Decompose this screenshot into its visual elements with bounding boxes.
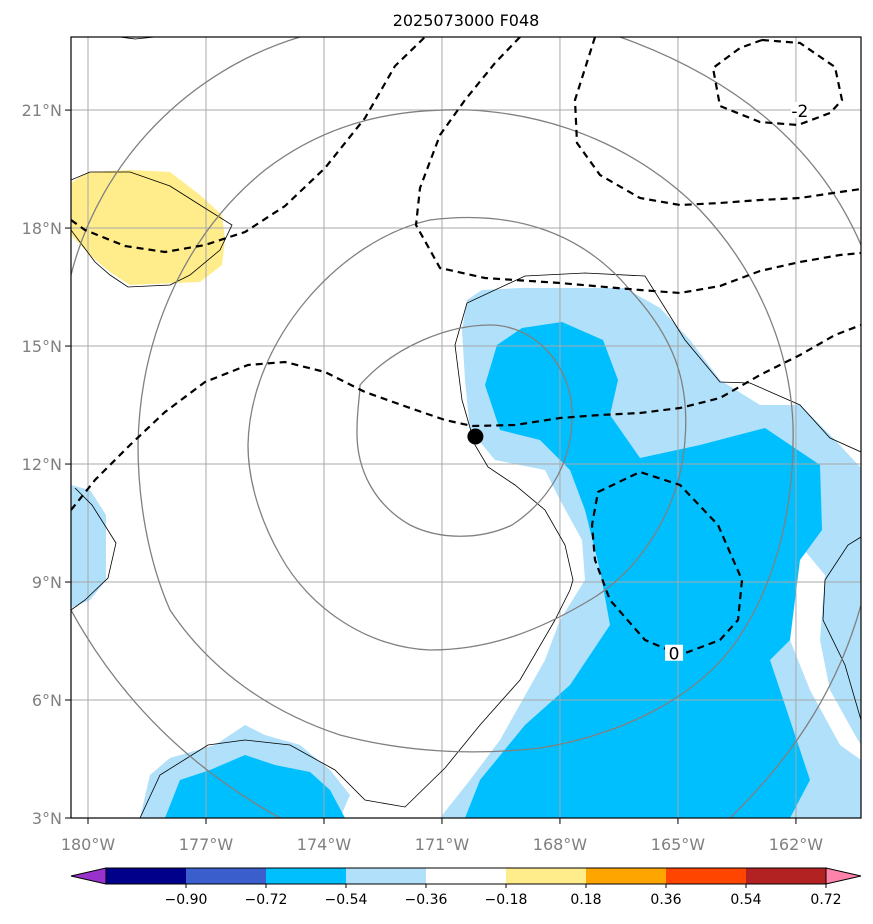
dashed-contours [71, 37, 861, 657]
colorbar-tick-label: −0.90 [165, 892, 208, 908]
lon-tick-label: 162°W [769, 835, 824, 854]
colorbar-tick-label: 0.72 [810, 892, 841, 908]
plot-frame [70, 36, 862, 819]
lat-tick-label: 3°N [32, 809, 62, 828]
colorbar-swatch [266, 868, 346, 884]
colorbar-tick-label: −0.54 [325, 892, 368, 908]
lat-tick-label: 9°N [32, 573, 62, 592]
colorbar-extend-low [70, 867, 107, 885]
lon-tick-label: 180°W [61, 835, 116, 854]
lat-tick-label: 18°N [22, 219, 62, 238]
colorbar-swatch [346, 868, 426, 884]
contour-label: -2 [791, 102, 808, 122]
lon-tick-label: 171°W [415, 835, 470, 854]
colorbar-tick-label: 0.54 [730, 892, 761, 908]
colorbar-swatch [106, 868, 186, 884]
colorbar-frame [105, 867, 827, 885]
lon-tick-label: 168°W [533, 835, 588, 854]
colorbar-tick-label: −0.18 [485, 892, 528, 908]
lat-tick-label: 21°N [22, 101, 62, 120]
lon-tick-label: 165°W [651, 835, 706, 854]
colorbar-swatch [426, 868, 506, 884]
colorbar-tick-label: −0.36 [405, 892, 448, 908]
lon-tick-label: 177°W [179, 835, 234, 854]
colorbar-swatch [746, 868, 826, 884]
colorbar-tick-label: 0.18 [570, 892, 601, 908]
colorbar-swatch [186, 868, 266, 884]
lat-tick-label: 12°N [22, 455, 62, 474]
colorbar-swatch [586, 868, 666, 884]
colorbar: −0.90 −0.72 −0.54 −0.36 −0.18 0.18 0.36 0.54 0.7… [70, 867, 862, 908]
storm-center-marker [467, 428, 484, 445]
lat-tick-label: 15°N [22, 337, 62, 356]
contour-labels: 0 -2 [665, 101, 809, 665]
colorbar-tick-label: 0.36 [650, 892, 681, 908]
lon-tick-label: 174°W [297, 835, 352, 854]
colorbar-tick-label: −0.72 [245, 892, 288, 908]
contour-label: 0 [669, 645, 680, 665]
longitude-ticks: 180°W 177°W 174°W 171°W 168°W 165°W 162°W [61, 818, 823, 854]
colorbar-extend-high [825, 867, 862, 885]
colorbar-swatch [666, 868, 746, 884]
gray-concentric-contours [71, 37, 861, 818]
graticule [71, 37, 861, 818]
contour-label-bg [665, 644, 684, 661]
shading-yellow [71, 170, 225, 285]
shading-deep-sky-blue [165, 322, 822, 818]
contour-label-bg [790, 101, 809, 118]
colorbar-swatch [506, 868, 586, 884]
map-title: 2025073000 F048 [393, 11, 540, 30]
map-plot-area: 0 -2 [71, 37, 861, 818]
lat-tick-label: 6°N [32, 691, 62, 710]
thin-black-contours [71, 37, 861, 818]
latitude-ticks: 3°N 6°N 9°N 12°N 15°N 18°N 21°N [22, 101, 71, 828]
